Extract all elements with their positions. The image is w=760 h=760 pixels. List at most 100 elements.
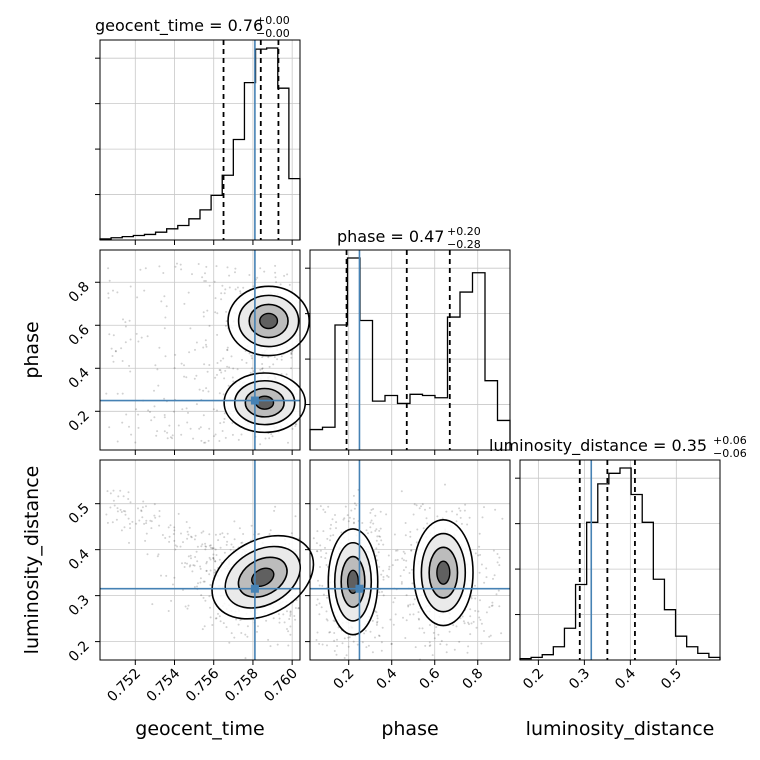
scatter-point: [466, 523, 469, 526]
scatter-point: [370, 531, 373, 534]
scatter-point: [290, 367, 293, 370]
scatter-point: [208, 324, 211, 327]
x-tick-label: 0.754: [144, 665, 184, 705]
scatter-point: [375, 623, 378, 626]
panel-frame: [99, 249, 301, 451]
scatter-point: [246, 635, 249, 638]
scatter-point: [153, 389, 155, 392]
scatter-point: [459, 509, 462, 512]
scatter-point: [169, 436, 172, 439]
scatter-point: [463, 622, 466, 625]
scatter-point: [198, 427, 201, 430]
scatter-point: [335, 521, 338, 524]
scatter-point: [452, 624, 455, 627]
scatter-point: [376, 617, 379, 620]
scatter-point: [227, 384, 230, 387]
scatter-point: [289, 610, 292, 613]
scatter-point: [375, 554, 378, 557]
scatter-point: [124, 321, 127, 324]
scatter-point: [237, 438, 240, 441]
scatter-point: [202, 414, 205, 417]
scatter-point: [222, 421, 225, 424]
scatter-point: [469, 633, 472, 636]
scatter-point: [216, 362, 219, 364]
scatter-point: [200, 594, 203, 597]
scatter-point: [288, 283, 291, 286]
scatter-point: [192, 564, 195, 567]
scatter-point: [131, 520, 134, 523]
scatter-point: [375, 611, 378, 614]
scatter-point: [259, 267, 262, 270]
scatter-point: [185, 521, 188, 523]
scatter-point: [231, 376, 234, 379]
scatter-point: [268, 533, 271, 535]
scatter-point: [144, 267, 147, 270]
scatter-point: [270, 433, 273, 436]
scatter-point: [187, 555, 190, 558]
scatter-point: [213, 280, 216, 283]
scatter-point: [202, 311, 205, 314]
scatter-point: [369, 526, 372, 529]
scatter-point: [422, 527, 425, 530]
scatter-point: [233, 520, 236, 523]
scatter-point: [395, 549, 397, 552]
scatter-point: [432, 631, 435, 634]
scatter-point: [265, 619, 268, 622]
scatter-point: [224, 436, 227, 439]
scatter-point: [445, 510, 448, 513]
scatter-point: [105, 392, 108, 395]
scatter-point: [183, 375, 186, 378]
scatter-point: [194, 556, 197, 558]
scatter-point: [334, 514, 336, 516]
scatter-point: [112, 334, 115, 337]
scatter-point: [216, 373, 218, 376]
scatter-point: [330, 523, 332, 526]
scatter-point: [226, 349, 229, 352]
scatter-point: [203, 280, 206, 282]
scatter-point: [411, 582, 414, 585]
scatter-point: [239, 619, 242, 621]
scatter-point: [168, 540, 171, 543]
scatter-point: [333, 632, 336, 634]
scatter-point: [261, 363, 264, 365]
scatter-point: [177, 424, 180, 427]
scatter-point: [234, 267, 237, 270]
scatter-point: [287, 644, 290, 647]
scatter-point: [180, 362, 183, 365]
scatter-point: [456, 513, 458, 516]
scatter-point: [128, 522, 131, 525]
scatter-point: [320, 556, 323, 558]
scatter-point: [145, 505, 147, 508]
scatter-point: [343, 657, 346, 659]
scatter-point: [251, 367, 253, 370]
scatter-point: [223, 377, 226, 380]
scatter-point: [154, 364, 157, 367]
scatter-point: [316, 530, 319, 533]
scatter-point: [122, 510, 125, 512]
scatter-point: [124, 341, 127, 344]
scatter-point: [376, 614, 379, 617]
scatter-point: [475, 626, 478, 629]
scatter-point: [203, 441, 206, 444]
scatter-point: [199, 567, 202, 570]
scatter-point: [219, 620, 222, 623]
scatter-point: [264, 437, 267, 440]
scatter-point: [172, 533, 175, 535]
scatter-point: [294, 423, 297, 425]
scatter-point: [137, 426, 140, 429]
scatter-point: [437, 633, 440, 636]
scatter-point: [257, 533, 260, 536]
scatter-point: [469, 615, 472, 618]
scatter-point: [164, 537, 167, 539]
scatter-point: [319, 505, 322, 508]
scatter-point: [345, 654, 348, 657]
scatter-point: [382, 594, 385, 597]
scatter-point: [428, 507, 431, 509]
scatter-point: [164, 355, 167, 358]
scatter-point: [410, 543, 413, 546]
scatter-point: [233, 636, 236, 639]
scatter-point: [347, 636, 350, 639]
scatter-point: [145, 519, 148, 522]
scatter-point: [283, 621, 286, 624]
scatter-point: [404, 637, 407, 639]
